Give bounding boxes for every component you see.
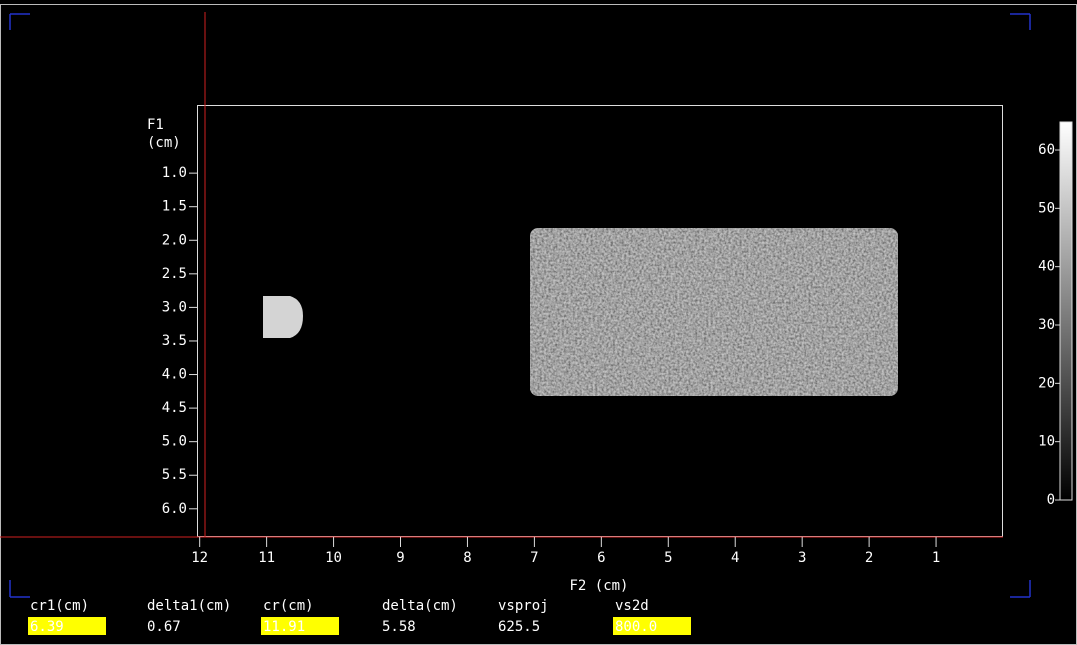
corner-mark bbox=[1010, 13, 1031, 30]
colorbar-tick-label: 50 bbox=[1038, 200, 1055, 216]
y-tick-label: 2.5 bbox=[162, 266, 187, 282]
colorbar-tick-label: 10 bbox=[1038, 434, 1055, 450]
x-tick-label: 12 bbox=[191, 550, 208, 566]
field-label: vsproj bbox=[498, 598, 549, 614]
x-tick-label: 8 bbox=[463, 550, 471, 566]
field-box bbox=[261, 617, 339, 635]
colorbar-tick-label: 20 bbox=[1038, 375, 1055, 391]
corner-mark bbox=[9, 580, 30, 598]
y-tick-label: 5.0 bbox=[162, 434, 187, 450]
colorbar-tick-label: 30 bbox=[1038, 317, 1055, 333]
corner-mark bbox=[1010, 580, 1031, 598]
field-value: 5.58 bbox=[382, 619, 416, 635]
colorbar-tick-label: 0 bbox=[1047, 492, 1055, 508]
field-box bbox=[28, 617, 106, 635]
image-region bbox=[530, 228, 898, 396]
y-tick-label: 1.0 bbox=[162, 165, 187, 181]
x-tick-label: 11 bbox=[258, 550, 275, 566]
field-label: cr1(cm) bbox=[30, 598, 89, 614]
x-tick-label: 3 bbox=[798, 550, 806, 566]
x-tick-label: 2 bbox=[865, 550, 873, 566]
y-tick-label: 3.0 bbox=[162, 299, 187, 315]
field-value: 6.39 bbox=[30, 619, 64, 635]
field-value: 11.91 bbox=[263, 619, 305, 635]
field-value: 0.67 bbox=[147, 619, 181, 635]
field-value: 800.0 bbox=[615, 619, 657, 635]
field-label: cr(cm) bbox=[263, 598, 314, 614]
corner-marks bbox=[9, 13, 1031, 598]
x-tick-label: 6 bbox=[597, 550, 605, 566]
y-tick-label: 2.0 bbox=[162, 232, 187, 248]
image-blob bbox=[263, 296, 303, 338]
field-label: delta1(cm) bbox=[147, 598, 231, 614]
y-tick-label: 4.0 bbox=[162, 367, 187, 383]
x-tick-label: 4 bbox=[731, 550, 739, 566]
y-tick-label: 5.5 bbox=[162, 467, 187, 483]
y-axis-label: F1 bbox=[147, 117, 164, 133]
corner-mark bbox=[9, 13, 30, 30]
y-tick-label: 4.5 bbox=[162, 400, 187, 416]
field-label: vs2d bbox=[615, 598, 649, 614]
y-axis-unit: (cm) bbox=[147, 135, 181, 151]
x-tick-label: 10 bbox=[325, 550, 342, 566]
field-label: delta(cm) bbox=[382, 598, 458, 614]
x-axis-label: F2 (cm) bbox=[569, 578, 628, 594]
x-tick-label: 5 bbox=[664, 550, 672, 566]
colorbar bbox=[1059, 121, 1073, 501]
x-tick-label: 9 bbox=[396, 550, 404, 566]
y-tick-label: 6.0 bbox=[162, 501, 187, 517]
x-tick-label: 7 bbox=[530, 550, 538, 566]
field-value: 625.5 bbox=[498, 619, 540, 635]
colorbar-tick-label: 60 bbox=[1038, 142, 1055, 158]
field-box bbox=[613, 617, 691, 635]
x-tick-label: 1 bbox=[932, 550, 940, 566]
y-tick-label: 1.5 bbox=[162, 199, 187, 215]
colorbar-tick-label: 40 bbox=[1038, 259, 1055, 275]
y-tick-label: 3.5 bbox=[162, 333, 187, 349]
